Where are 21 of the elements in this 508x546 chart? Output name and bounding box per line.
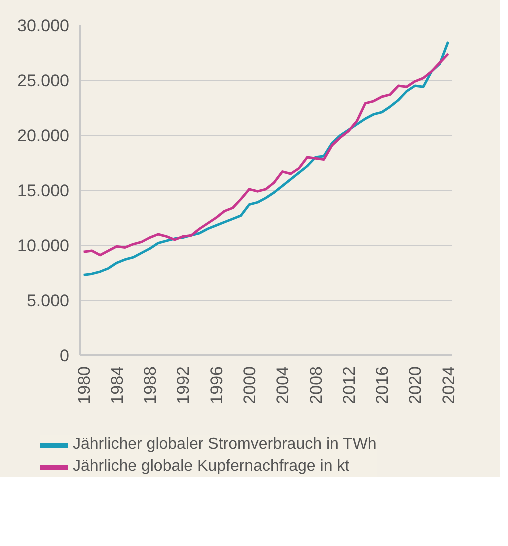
- y-tick-label: 0: [60, 346, 70, 366]
- x-tick-label: 1996: [207, 366, 226, 404]
- x-tick-label: 2000: [240, 366, 260, 404]
- y-tick-label: 20.000: [18, 126, 70, 146]
- x-tick-label: 2004: [274, 366, 293, 404]
- x-tick-label: 2012: [340, 366, 359, 404]
- y-tick-label: 25.000: [18, 72, 70, 90]
- x-tick-label: 2020: [406, 366, 426, 404]
- x-tick-label: 1980: [74, 366, 94, 404]
- x-tick-label: 1984: [108, 366, 127, 404]
- x-tick-label: 1992: [174, 366, 194, 404]
- legend-label: Jährliche globale Kupfernachfrage in kt: [73, 458, 350, 476]
- y-tick-label: 10.000: [18, 236, 70, 256]
- y-tick-label: 15.000: [18, 182, 70, 200]
- legend-label: Jährlicher globaler Stromverbrauch in TWh: [73, 436, 377, 454]
- x-tick-label: 1988: [141, 366, 160, 404]
- y-tick-label: 5.000: [26, 292, 70, 310]
- y-tick-label: 30.000: [18, 16, 70, 36]
- x-tick-label: 2024: [439, 366, 458, 404]
- x-tick-label: 2016: [373, 366, 392, 404]
- x-tick-label: 2008: [306, 366, 326, 404]
